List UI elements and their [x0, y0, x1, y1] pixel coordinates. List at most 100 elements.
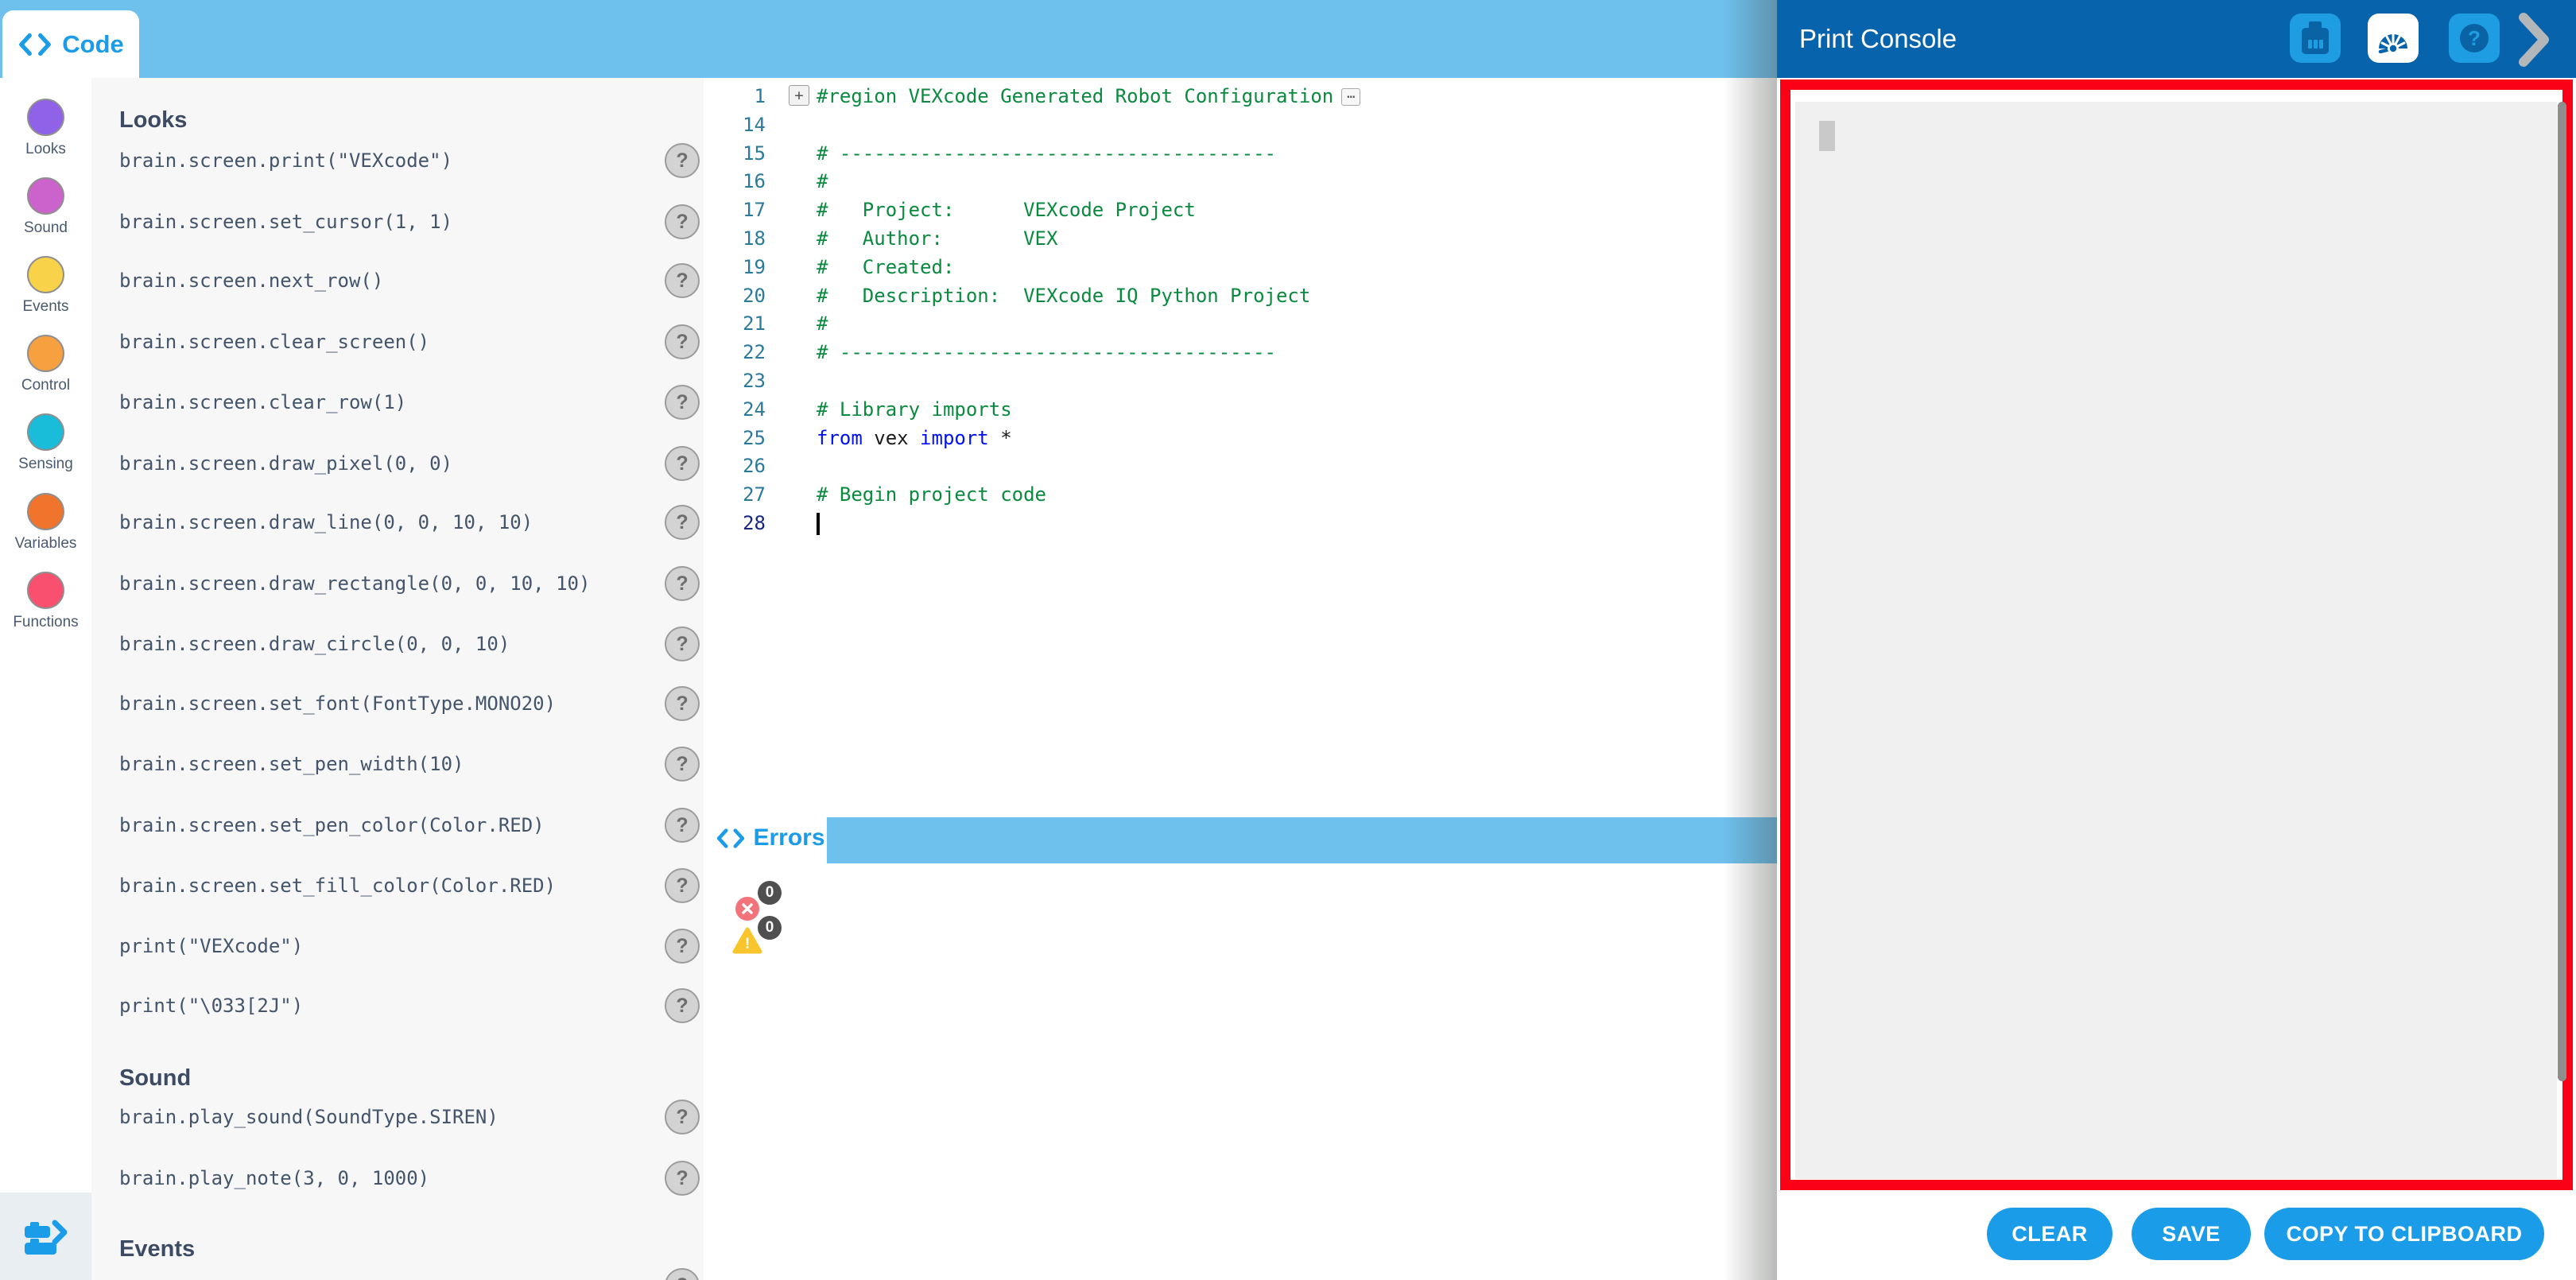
warning-count-badge: 0: [758, 916, 782, 940]
errors-panel: 0 ! 0: [704, 863, 1777, 1280]
clear-button[interactable]: CLEAR: [1987, 1208, 2112, 1260]
toolbox-section-heading: Events: [119, 1236, 196, 1262]
editor-line: 24 # Library imports: [704, 395, 1777, 424]
line-number: 25: [743, 426, 766, 449]
toolbox-command-row[interactable]: brain.screen.set_pen_color(Color.RED)?: [91, 808, 704, 843]
command-help-icon[interactable]: ?: [665, 868, 700, 903]
code-brackets-icon: [717, 828, 745, 848]
sensing-category-icon: [27, 413, 64, 451]
tab-code-label: Code: [62, 29, 124, 58]
editor-line: 1 + #region VEXcode Generated Robot Config…: [704, 82, 1777, 111]
command-help-icon[interactable]: ?: [665, 1161, 700, 1196]
copy-to-clipboard-button[interactable]: COPY TO CLIPBOARD: [2264, 1208, 2544, 1260]
toolbox-command-row[interactable]: brain.screen.clear_screen()?: [91, 324, 704, 359]
print-console-title: Print Console: [1799, 24, 1957, 53]
console-gauge-icon: [2378, 33, 2407, 53]
console-scrollbar-thumb[interactable]: [2558, 102, 2566, 1081]
command-help-icon[interactable]: ?: [665, 626, 700, 661]
command-help-icon[interactable]: ?: [665, 808, 700, 843]
code-text: #region VEXcode Generated Robot Configur…: [817, 82, 1361, 111]
category-label: Sound: [24, 219, 68, 236]
functions-category-icon: [27, 572, 64, 609]
toolbox-command-row[interactable]: brain.screen.draw_circle(0, 0, 10)?: [91, 626, 704, 661]
events-category-icon: [27, 256, 64, 293]
toolbox-command-text: brain.screen.next_row(): [119, 270, 384, 292]
error-count-badge: 0: [758, 881, 782, 905]
tab-errors[interactable]: Errors: [714, 813, 827, 863]
code-segment-comment: #region VEXcode Generated Robot Configur…: [817, 85, 1334, 107]
code-text: # --------------------------------------: [817, 139, 1276, 168]
code-editor[interactable]: 1 + #region VEXcode Generated Robot Config…: [704, 78, 1777, 813]
command-help-icon[interactable]: ?: [665, 1268, 700, 1280]
toolbox-command-row[interactable]: print("VEXcode")?: [91, 929, 704, 964]
toolbox-command-text: brain.screen.draw_line(0, 0, 10, 10): [119, 511, 533, 533]
command-help-icon[interactable]: ?: [665, 204, 700, 239]
print-console-output[interactable]: [1795, 102, 2557, 1179]
editor-cursor: [817, 513, 820, 535]
brain-device-button[interactable]: [2290, 14, 2341, 63]
command-help-icon[interactable]: ?: [665, 747, 700, 782]
toolbox-command-text: brain.screen.print("VEXcode"): [119, 149, 453, 172]
code-segment-comment: # Begin project code: [817, 483, 1046, 506]
code-segment-comment: # Library imports: [817, 398, 1012, 421]
code-text: # Author: VEX: [817, 224, 1057, 253]
line-number: 17: [743, 199, 766, 222]
toolbox-command-row[interactable]: brain.screen.set_cursor(1, 1)?: [91, 204, 704, 239]
collapse-panel-chevron-icon[interactable]: [2519, 13, 2551, 67]
command-help-icon[interactable]: ?: [665, 324, 700, 359]
line-number: 15: [743, 142, 766, 165]
editor-line: 18 # Author: VEX: [704, 224, 1777, 253]
command-help-icon[interactable]: ?: [665, 446, 700, 481]
editor-line: 16 #: [704, 167, 1777, 196]
toolbox-command-row[interactable]: brain.screen.draw_pixel(0, 0)?: [91, 446, 704, 481]
code-segment-comment: #: [817, 312, 828, 336]
code-text: #: [817, 167, 828, 196]
help-button[interactable]: ?: [2449, 14, 2500, 63]
line-number: 21: [743, 312, 766, 336]
sidebar-category-events[interactable]: Events: [0, 256, 91, 316]
toolbox-command-row[interactable]: brain.screen.set_pen_width(10)?: [91, 747, 704, 782]
sidebar-category-sensing[interactable]: Sensing: [0, 413, 91, 473]
command-help-icon[interactable]: ?: [665, 566, 700, 601]
command-help-icon[interactable]: ?: [665, 929, 700, 964]
toolbox-command-row[interactable]: print("\033[2J")?: [91, 988, 704, 1023]
save-button[interactable]: SAVE: [2132, 1208, 2251, 1260]
sidebar-category-control[interactable]: Control: [0, 335, 91, 394]
toolbox-command-row[interactable]: brain.screen.draw_line(0, 0, 10, 10)?: [91, 505, 704, 540]
toolbox-command-row[interactable]: brain.screen.set_fill_color(Color.RED)?: [91, 868, 704, 903]
toolbox-command-row[interactable]: brain.screen.clear_row(1)?: [91, 385, 704, 420]
sidebar-category-sound[interactable]: Sound: [0, 177, 91, 237]
command-help-icon[interactable]: ?: [665, 988, 700, 1023]
switch-to-blocks-button[interactable]: [0, 1193, 91, 1280]
sidebar-category-looks[interactable]: Looks: [0, 99, 91, 158]
tab-code[interactable]: Code: [2, 10, 139, 78]
command-help-icon[interactable]: ?: [665, 143, 700, 178]
code-text: #: [817, 309, 828, 338]
line-number: 19: [743, 255, 766, 278]
print-console-button[interactable]: [2368, 14, 2419, 63]
toolbox-command-row[interactable]: brain.play_sound(SoundType.SIREN)?: [91, 1100, 704, 1135]
toolbox-command-row[interactable]: brain.play_note(3, 0, 1000)?: [91, 1161, 704, 1196]
line-number: 28: [743, 512, 766, 534]
console-caret: [1819, 121, 1835, 151]
command-help-icon[interactable]: ?: [665, 686, 700, 721]
fold-toggle-icon[interactable]: +: [789, 85, 809, 106]
toolbox-command-row[interactable]: brain.screen.print("VEXcode")?: [91, 143, 704, 178]
command-help-icon[interactable]: ?: [665, 263, 700, 298]
sidebar-category-variables[interactable]: Variables: [0, 493, 91, 553]
help-icon: ?: [2460, 24, 2489, 52]
command-toolbox: Looks brain.screen.print("VEXcode")? brain…: [91, 78, 704, 1280]
toolbox-command-row[interactable]: brain.screen.set_font(FontType.MONO20)?: [91, 686, 704, 721]
toolbox-command-row[interactable]: brain.screen.draw_rectangle(0, 0, 10, 10…: [91, 566, 704, 601]
command-help-icon[interactable]: ?: [665, 505, 700, 540]
collapsed-region-ellipsis[interactable]: ⋯: [1341, 88, 1361, 106]
looks-category-icon: [27, 99, 64, 136]
command-help-icon[interactable]: ?: [665, 385, 700, 420]
sidebar-category-functions[interactable]: Functions: [0, 572, 91, 631]
toolbox-command-row[interactable]: brain.screen.next_row()?: [91, 263, 704, 298]
toolbox-command-text: print("VEXcode"): [119, 935, 304, 957]
code-brackets-icon: [19, 33, 52, 56]
line-number: 16: [743, 170, 766, 193]
command-help-icon[interactable]: ?: [665, 1100, 700, 1135]
line-number: 14: [743, 113, 766, 136]
